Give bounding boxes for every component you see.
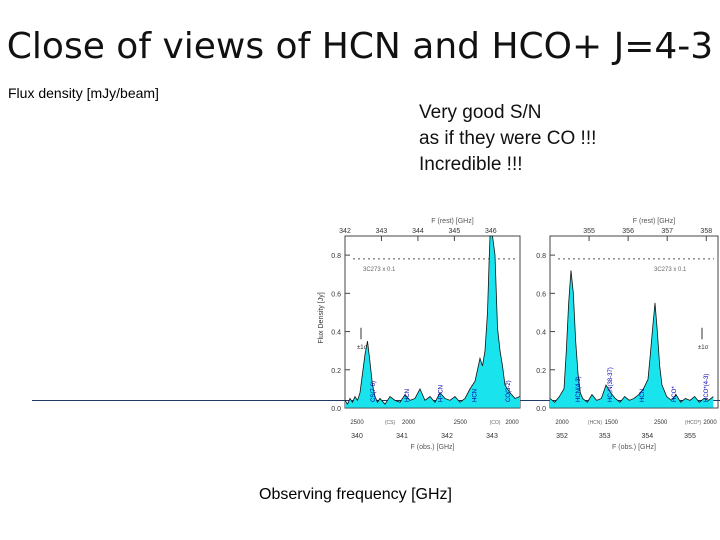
y-tick-label: 0.6	[331, 291, 341, 298]
y-tick-label: 0.8	[331, 253, 341, 260]
spectrum-fill	[345, 236, 520, 408]
error-label: ±1σ	[357, 345, 368, 351]
top-tick-label: 346	[485, 228, 497, 235]
comment-line-3: Incredible !!!	[419, 154, 523, 175]
bottom-tick-label: 353	[599, 433, 611, 440]
line-id-label: CO(3-2)	[506, 380, 512, 402]
line-id-label: H¹³CN	[439, 385, 445, 402]
y-tick-label: 0.8	[536, 253, 546, 260]
y-tick-label: 0.2	[331, 368, 341, 375]
bottom-tick-label: 355	[684, 433, 696, 440]
velocity-tick-label: 1500	[605, 420, 619, 426]
top-tick-label: 343	[376, 228, 388, 235]
top-tick-label: 342	[339, 228, 351, 235]
bottom-axis-label: F (obs.) [GHz]	[411, 444, 455, 451]
velocity-tick-label: 2000	[555, 420, 569, 426]
velocity-tag: (HCO*)	[685, 420, 702, 426]
y-tick-label: 0.6	[536, 291, 546, 298]
top-tick-label: 355	[583, 228, 595, 235]
comment-note: Very good S/N as if they were CO !!! Inc…	[419, 100, 596, 178]
top-tick-label: 358	[700, 228, 712, 235]
y-tick-label: 0.4	[536, 330, 546, 337]
bottom-tick-label: 354	[641, 433, 653, 440]
velocity-tick-label: 2000	[402, 420, 416, 426]
y-tick-label: 0.0	[331, 406, 341, 413]
bottom-tick-label: 340	[351, 433, 363, 440]
y-axis-label: Flux Density [Jy]	[318, 292, 325, 343]
velocity-tick-label: 2500	[350, 420, 364, 426]
velocity-tick-label: 2000	[505, 420, 519, 426]
bottom-tick-label: 343	[486, 433, 498, 440]
spectrum-fill	[550, 270, 714, 408]
spectrum-line	[344, 235, 521, 406]
bottom-tick-label: 352	[556, 433, 568, 440]
line-id-label: HCN	[405, 389, 411, 402]
top-axis-label: F (rest) [GHz]	[633, 218, 675, 225]
comment-line-2: as if they were CO !!!	[419, 128, 597, 149]
continuum-label: 3C273 x 0.1	[654, 267, 687, 273]
slide-title: Close of views of HCN and HCO+ J=4-3	[6, 26, 714, 67]
line-id-label: HC₃N(38-37)	[608, 367, 614, 402]
bottom-axis-label: F (obs.) [GHz]	[612, 444, 656, 451]
y-tick-label: 0.2	[536, 368, 546, 375]
top-tick-label: 345	[449, 228, 461, 235]
spectrum-line	[549, 270, 714, 403]
observing-frequency-note: Observing frequency [GHz]	[259, 486, 452, 503]
top-tick-label: 356	[622, 228, 634, 235]
y-tick-label: 0.0	[536, 406, 546, 413]
continuum-label: 3C273 x 0.1	[363, 267, 396, 273]
velocity-tag: (CO)	[490, 420, 501, 426]
line-id-label: HCN	[640, 389, 646, 402]
bottom-tick-label: 342	[441, 433, 453, 440]
line-id-label: CS(7-6)	[371, 381, 377, 402]
line-id-label: HCN	[472, 389, 478, 402]
velocity-tick-label: 2500	[654, 420, 668, 426]
bottom-tick-label: 341	[396, 433, 408, 440]
velocity-tag: (CS)	[385, 420, 396, 426]
velocity-tick-label: 2000	[703, 420, 717, 426]
comment-line-1: Very good S/N	[419, 102, 542, 123]
line-id-label: HCO*	[672, 386, 678, 402]
error-label: ±1σ	[698, 345, 709, 351]
top-tick-label: 344	[412, 228, 424, 235]
velocity-tag: (HCN)	[588, 420, 602, 426]
y-tick-label: 0.4	[331, 330, 341, 337]
top-axis-label: F (rest) [GHz]	[431, 218, 473, 225]
line-id-label: HCO*(4-3)	[704, 374, 710, 402]
line-id-label: HCN(4-3)	[576, 376, 582, 402]
velocity-tick-label: 2500	[454, 420, 468, 426]
flux-density-note: Flux density [mJy/beam]	[8, 85, 159, 101]
top-tick-label: 357	[661, 228, 673, 235]
